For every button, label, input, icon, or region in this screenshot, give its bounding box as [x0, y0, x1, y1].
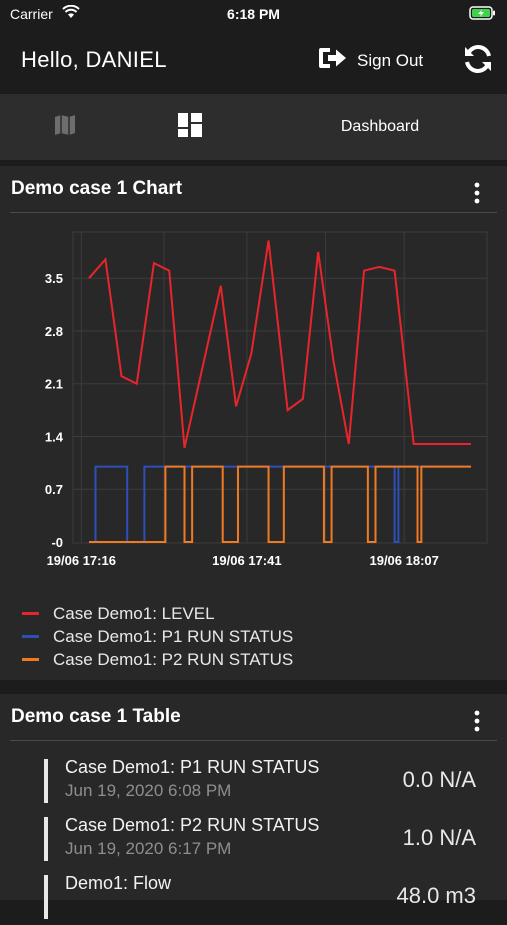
map-icon [53, 113, 77, 142]
x-tick-label: 19/06 17:16 [47, 553, 116, 568]
greeting-text: Hello, DANIEL [21, 47, 167, 72]
row-value: 1.0 N/A [402, 825, 476, 850]
row-name: Case Demo1: P2 RUN STATUS [65, 815, 320, 835]
sign-out-label: Sign Out [357, 50, 424, 70]
y-tick-label: 1.4 [45, 429, 64, 444]
refresh-icon[interactable] [462, 43, 494, 80]
chart-legend: Case Demo1: LEVEL Case Demo1: P1 RUN STAT… [22, 602, 293, 671]
row-date: Jun 19, 2020 6:17 PM [65, 839, 232, 858]
tab-bar: Dashboard [0, 94, 507, 160]
tab-dashboard[interactable]: Dashboard [340, 118, 420, 135]
line-chart: -0 0.7 1.4 2.1 2.8 3.5 19/06 17:16 19/06 17:41 1… [45, 231, 488, 568]
y-tick-label: 0.7 [45, 482, 63, 497]
legend-label: Case Demo1: LEVEL [53, 603, 215, 623]
clock-time: 6:18 PM [227, 6, 280, 22]
table-row[interactable]: Case Demo1: P1 RUN STATUS Jun 19, 2020 6… [44, 757, 484, 809]
legend-item: Case Demo1: P1 RUN STATUS [22, 625, 293, 648]
legend-swatch [22, 658, 39, 661]
carrier-label: Carrier [10, 6, 53, 22]
dashboard-grid-icon [178, 112, 202, 142]
row-value: 0.0 N/A [402, 767, 476, 792]
battery-charging-icon [469, 6, 497, 23]
tab-map[interactable] [30, 94, 100, 160]
sign-out-button[interactable]: Sign Out [318, 46, 423, 75]
series-line [89, 465, 471, 543]
tab-widgets[interactable] [155, 94, 225, 160]
series-line [89, 465, 471, 543]
x-tick-label: 19/06 17:41 [212, 553, 281, 568]
table-card: Demo case 1 Table Case Demo1: P1 RUN STA… [0, 694, 507, 919]
table-card-title: Demo case 1 Table [11, 706, 181, 727]
legend-label: Case Demo1: P1 RUN STATUS [53, 626, 294, 646]
status-bar: Carrier 6:18 PM [0, 0, 507, 28]
table-row[interactable]: Case Demo1: P2 RUN STATUS Jun 19, 2020 6… [44, 815, 484, 867]
legend-swatch [22, 635, 39, 638]
legend-swatch [22, 612, 39, 615]
more-options-icon[interactable] [470, 708, 484, 734]
wifi-icon [62, 4, 80, 22]
row-indicator [44, 817, 48, 861]
row-value: 48.0 m3 [396, 883, 477, 908]
y-tick-label: 2.8 [45, 324, 63, 339]
x-tick-label: 19/06 18:07 [369, 553, 438, 568]
y-tick-label: -0 [51, 535, 63, 550]
sign-out-icon [318, 46, 348, 75]
card-divider [10, 212, 497, 213]
row-indicator [44, 875, 48, 919]
card-divider [10, 740, 497, 741]
series-line [88, 240, 471, 449]
app-header: Hello, DANIEL Sign Out [0, 28, 507, 94]
legend-label: Case Demo1: P2 RUN STATUS [53, 649, 294, 669]
row-date: Jun 19, 2020 6:08 PM [65, 781, 232, 800]
chart-card: Demo case 1 Chart -0 0.7 1.4 2.1 2.8 3.5 19/06… [0, 166, 507, 680]
y-tick-label: 2.1 [45, 377, 63, 392]
y-tick-label: 3.5 [45, 271, 63, 286]
chart-card-title: Demo case 1 Chart [11, 178, 183, 199]
legend-item: Case Demo1: LEVEL [22, 602, 293, 625]
row-indicator [44, 759, 48, 803]
row-name: Demo1: Flow [65, 873, 172, 893]
more-options-icon[interactable] [470, 180, 484, 206]
legend-item: Case Demo1: P2 RUN STATUS [22, 648, 293, 671]
row-name: Case Demo1: P1 RUN STATUS [65, 757, 320, 777]
table-row[interactable]: Demo1: Flow 48.0 m3 [44, 873, 484, 925]
